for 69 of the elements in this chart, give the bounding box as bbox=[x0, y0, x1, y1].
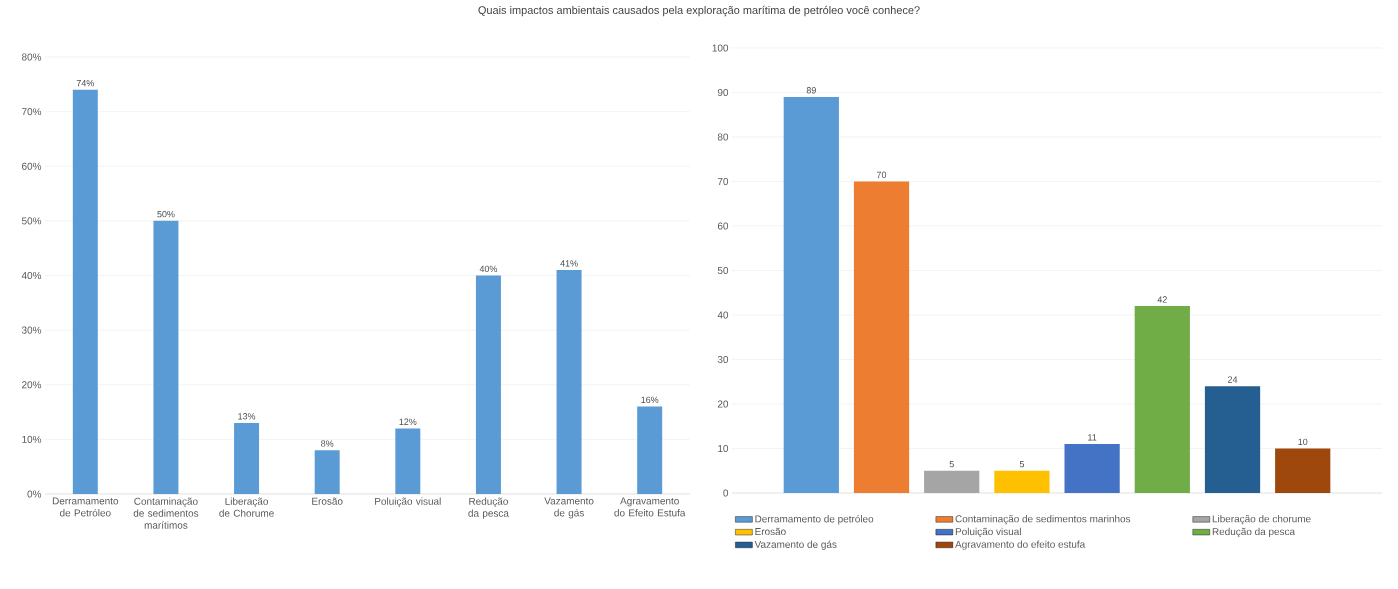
y-tick-label: 80 bbox=[717, 133, 729, 141]
y-tick-label: 70% bbox=[22, 108, 42, 116]
data-label: 50% bbox=[157, 211, 175, 218]
bar bbox=[1134, 306, 1190, 493]
bar bbox=[637, 406, 663, 494]
bar bbox=[314, 450, 340, 494]
bar bbox=[395, 428, 421, 494]
data-label: 24 bbox=[1227, 376, 1238, 383]
y-tick-label: 90 bbox=[717, 88, 729, 97]
legend-label: Derramamento de petróleo bbox=[755, 514, 874, 525]
data-label: 8% bbox=[321, 440, 334, 447]
data-label: 10 bbox=[1298, 438, 1308, 445]
y-tick-label: 10% bbox=[22, 435, 42, 443]
data-label: 13% bbox=[238, 413, 256, 420]
data-label: 42 bbox=[1157, 296, 1167, 303]
y-tick-label: 10 bbox=[718, 444, 729, 453]
bar bbox=[1064, 444, 1120, 493]
bar bbox=[556, 270, 582, 494]
bar bbox=[994, 470, 1050, 493]
chart-title: Quais impactos ambientais causados pela exploração marítima de petróleo você conhece? bbox=[478, 5, 920, 17]
y-tick-label: 60% bbox=[22, 162, 42, 170]
y-tick-label: 0 bbox=[723, 489, 729, 497]
data-label: 41% bbox=[560, 260, 578, 267]
y-tick-label: 30% bbox=[21, 326, 42, 334]
x-tick-label: Redução da pesca bbox=[468, 497, 509, 519]
bar bbox=[475, 275, 501, 494]
legend-label: Vazamento de gás bbox=[754, 540, 837, 550]
data-label: 12% bbox=[399, 418, 417, 425]
bar bbox=[1275, 448, 1331, 493]
y-tick-label: 40 bbox=[717, 311, 729, 319]
data-label: 89 bbox=[806, 87, 816, 94]
y-tick-label: 70 bbox=[717, 177, 729, 186]
legend-label: Contaminação de sedimentos marinhos bbox=[955, 515, 1131, 525]
data-label: 16% bbox=[641, 396, 659, 404]
legend-label: Agravamento do efeito estufa bbox=[955, 540, 1086, 550]
y-tick-label: 30 bbox=[717, 355, 729, 364]
bar bbox=[924, 470, 980, 493]
y-tick-label: 50 bbox=[717, 266, 729, 275]
y-tick-label: 40% bbox=[21, 271, 42, 280]
data-label: 5 bbox=[1019, 460, 1025, 468]
legend-label: Liberação de chorume bbox=[1212, 515, 1311, 525]
x-tick-label: Liberação de Chorume bbox=[219, 497, 274, 517]
x-tick-label: Vazamento de gás bbox=[544, 497, 594, 519]
data-label: 74% bbox=[76, 79, 94, 87]
y-tick-label: 0% bbox=[27, 490, 42, 498]
legend-label: Erosão bbox=[755, 527, 786, 536]
y-tick-label: 100 bbox=[712, 44, 729, 52]
y-tick-label: 50% bbox=[21, 217, 42, 225]
x-tick-label: Contaminação de sedimentos marítimos bbox=[133, 497, 199, 529]
bar bbox=[72, 89, 98, 494]
y-tick-label: 20% bbox=[22, 381, 42, 389]
bar bbox=[853, 181, 910, 493]
y-tick-label: 60 bbox=[717, 222, 729, 230]
x-tick-label: Erosão bbox=[312, 497, 343, 505]
y-tick-label: 80% bbox=[21, 53, 42, 61]
x-tick-label: Poluição visual bbox=[375, 497, 441, 507]
bar bbox=[234, 422, 260, 494]
data-label: 70 bbox=[876, 171, 887, 178]
bar bbox=[1204, 386, 1261, 493]
y-tick-label: 20 bbox=[717, 400, 729, 408]
x-tick-label: Derramamento de Petróleo bbox=[52, 497, 119, 517]
data-label: 5 bbox=[949, 460, 954, 468]
bar bbox=[153, 220, 179, 494]
x-tick-label: Agravamento do Efeito Estufa bbox=[614, 497, 686, 517]
data-label: 40% bbox=[479, 265, 498, 272]
legend-label: Poluição visual bbox=[955, 527, 1021, 538]
data-label: 11 bbox=[1088, 434, 1097, 441]
bar bbox=[783, 96, 839, 493]
legend-label: Redução da pesca bbox=[1212, 527, 1296, 538]
